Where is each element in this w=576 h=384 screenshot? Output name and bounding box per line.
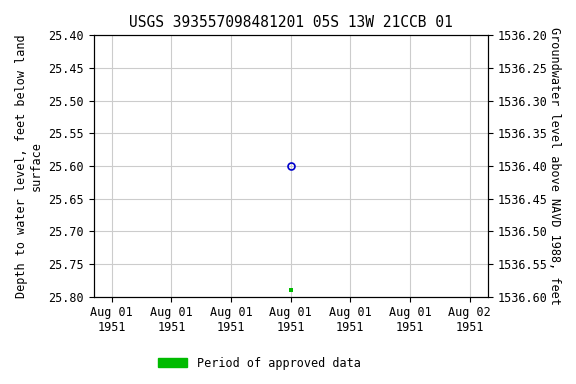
Y-axis label: Depth to water level, feet below land
surface: Depth to water level, feet below land su…: [15, 34, 43, 298]
Title: USGS 393557098481201 05S 13W 21CCB 01: USGS 393557098481201 05S 13W 21CCB 01: [129, 15, 453, 30]
Y-axis label: Groundwater level above NAVD 1988, feet: Groundwater level above NAVD 1988, feet: [548, 27, 561, 305]
Legend: Period of approved data: Period of approved data: [153, 352, 365, 374]
